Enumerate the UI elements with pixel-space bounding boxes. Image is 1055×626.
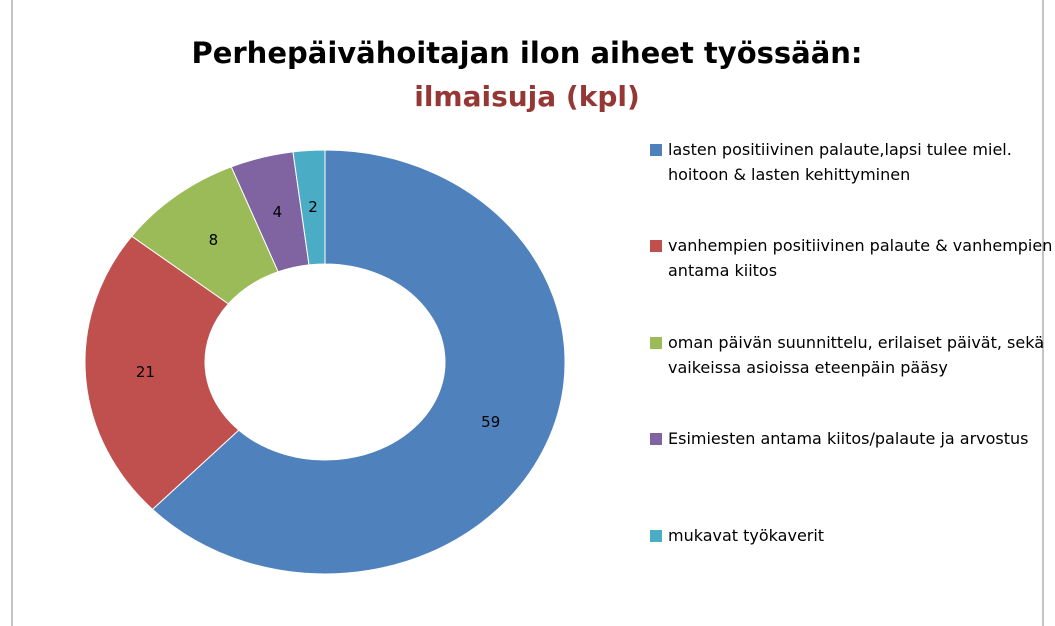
legend-item: oman päivän suunnittelu, erilaiset päivä… [650, 330, 1053, 380]
data-label: 21 [136, 363, 155, 381]
legend-item: Esimiesten antama kiitos/palaute ja arvo… [650, 426, 1053, 451]
legend-swatch [650, 433, 662, 445]
data-label: 59 [481, 413, 500, 431]
legend-swatch [650, 240, 662, 252]
legend-item: vanhempien positiivinen palaute & vanhem… [650, 233, 1053, 283]
legend-swatch [650, 530, 662, 542]
legend-label: mukavat työkaverit [668, 526, 825, 545]
slice [292, 149, 326, 266]
legend-swatch [650, 337, 662, 349]
chart-subtitle: ilmaisuja (kpl) [414, 80, 640, 113]
frame [11, 0, 1044, 626]
legend-label: oman päivän suunnittelu, erilaiset päivä… [668, 333, 1044, 377]
legend-swatch [650, 144, 662, 156]
data-label: 8 [209, 231, 219, 249]
slice [84, 235, 240, 511]
legend-label: lasten positiivinen palaute,lapsi tulee … [668, 140, 1012, 184]
data-label: 4 [273, 203, 283, 221]
legend-label: vanhempien positiivinen palaute & vanhem… [668, 236, 1053, 280]
legend-item: mukavat työkaverit [650, 523, 1053, 548]
slice [151, 149, 566, 575]
chart-title: Perhepäivähoitajan ilon aiheet työssään: [191, 36, 862, 70]
data-label: 2 [308, 198, 318, 216]
legend-label: Esimiesten antama kiitos/palaute ja arvo… [668, 429, 1029, 448]
legend-item: lasten positiivinen palaute,lapsi tulee … [650, 137, 1053, 187]
